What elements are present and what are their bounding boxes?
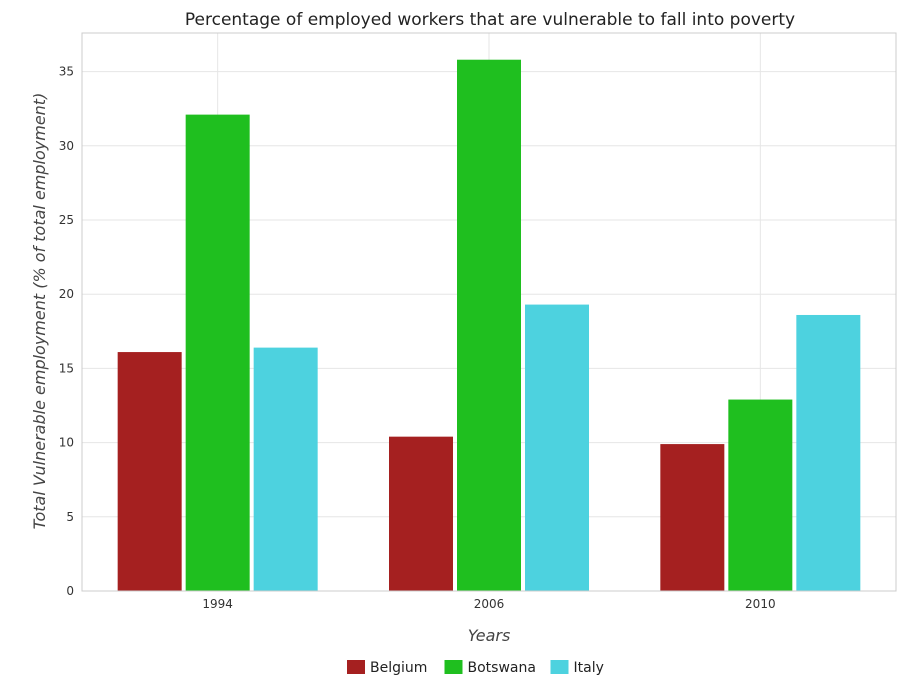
y-tick-label: 0: [66, 584, 74, 598]
plot-frame: [81, 32, 897, 592]
bar-botswana-1994: [185, 114, 250, 591]
bars: [117, 59, 861, 591]
bar-belgium-2006: [389, 436, 453, 591]
legend-swatch-belgium: [347, 660, 365, 674]
y-tick-label: 5: [66, 510, 74, 524]
x-tick-label: 2006: [474, 597, 505, 611]
bar-italy-1994: [253, 347, 318, 591]
bar-botswana-2010: [728, 399, 793, 591]
tick-labels: 0 5 10 15 20 25 30 35 1994 2006 2010: [59, 65, 776, 611]
y-tick-label: 10: [59, 436, 74, 450]
x-tick-label: 2010: [745, 597, 776, 611]
x-axis-label: Years: [468, 626, 511, 645]
x-tick-label: 1994: [202, 597, 233, 611]
bar-belgium-2010: [660, 444, 725, 591]
y-tick-label: 20: [59, 287, 74, 301]
legend-label-botswana: Botswana: [468, 660, 536, 676]
chart-title: Percentage of employed workers that are …: [185, 10, 795, 30]
y-tick-label: 25: [59, 213, 74, 227]
bar-botswana-2006: [457, 59, 521, 591]
legend-label-belgium: Belgium: [370, 660, 427, 676]
y-tick-label: 30: [59, 139, 74, 153]
bar-italy-2010: [796, 314, 861, 591]
legend-swatch-italy: [550, 660, 569, 674]
bar-belgium-1994: [117, 352, 182, 591]
y-tick-label: 35: [59, 65, 74, 79]
y-axis-label: Total Vulnerable employment (% of total …: [30, 93, 49, 530]
y-tick-label: 15: [59, 361, 74, 375]
legend-label-italy: Italy: [574, 660, 604, 676]
bar-italy-2006: [525, 304, 589, 591]
legend: Belgium Botswana Italy: [347, 660, 604, 676]
legend-swatch-botswana: [444, 660, 463, 674]
